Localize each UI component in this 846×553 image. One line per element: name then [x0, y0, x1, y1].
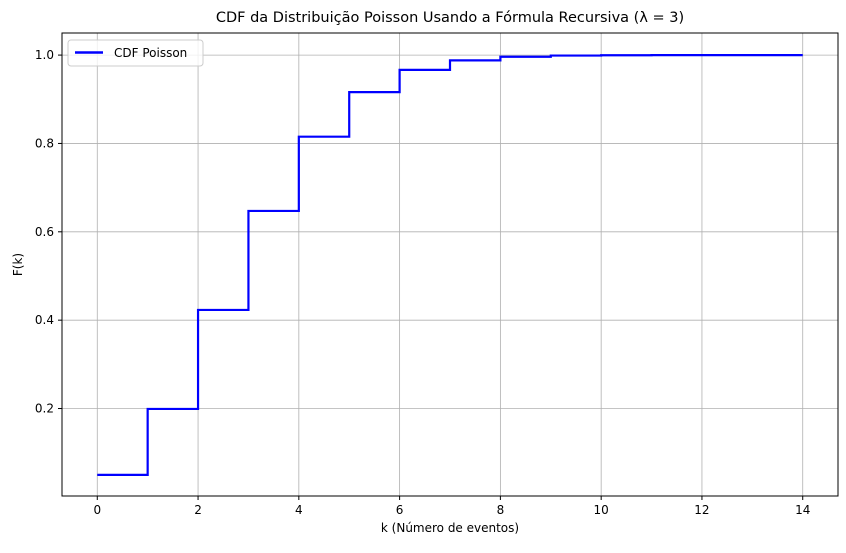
- legend: CDF Poisson: [68, 40, 203, 66]
- axes-frame: [62, 33, 838, 496]
- x-axis-label: k (Número de eventos): [381, 521, 519, 535]
- y-tick-label: 0.2: [35, 402, 54, 416]
- x-tick-label: 14: [795, 503, 810, 517]
- x-tick-label: 4: [295, 503, 303, 517]
- cdf-step-line: [97, 55, 802, 475]
- y-tick-label: 0.4: [35, 313, 54, 327]
- grid: [62, 33, 838, 496]
- x-tick-label: 10: [594, 503, 609, 517]
- y-tick-label: 1.0: [35, 48, 54, 62]
- plot-area: [97, 55, 802, 475]
- x-tick-label: 6: [396, 503, 404, 517]
- legend-label: CDF Poisson: [114, 46, 187, 60]
- x-tick-label: 12: [694, 503, 709, 517]
- y-tick-label: 0.6: [35, 225, 54, 239]
- y-tick-label: 0.8: [35, 136, 54, 150]
- x-axis: 0 2 4 6 8 10 12 14: [93, 496, 810, 517]
- x-tick-label: 8: [497, 503, 505, 517]
- chart-title: CDF da Distribuição Poisson Usando a Fór…: [216, 10, 684, 26]
- y-axis-label: F(k): [11, 253, 25, 276]
- y-axis: 0.2 0.4 0.6 0.8 1.0: [35, 48, 62, 415]
- x-tick-label: 2: [194, 503, 202, 517]
- x-tick-label: 0: [93, 503, 101, 517]
